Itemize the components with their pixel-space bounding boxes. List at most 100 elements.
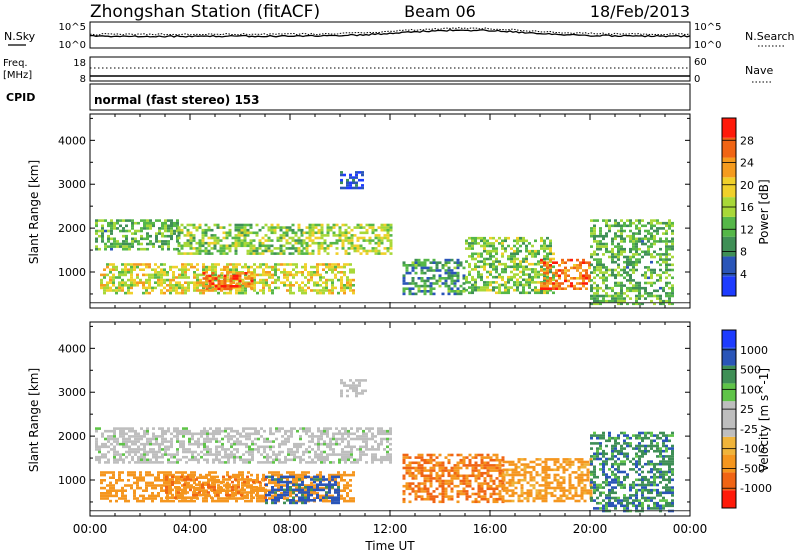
echo-cell (383, 247, 387, 250)
echo-cell (456, 495, 460, 498)
echo-cell (349, 263, 352, 266)
echo-cell (346, 481, 349, 485)
echo-cell (101, 240, 104, 243)
echo-cell (537, 270, 540, 274)
echo-cell (205, 481, 208, 485)
echo-cell (611, 273, 614, 277)
echo-cell (417, 258, 421, 262)
echo-cell (540, 258, 543, 262)
echo-cell (599, 294, 602, 298)
echo-cell (246, 486, 249, 489)
echo-cell (210, 241, 214, 245)
echo-cell (145, 263, 148, 266)
echo-cell (116, 442, 119, 446)
echo-cell (614, 245, 617, 248)
echo-cell (567, 269, 570, 272)
echo-cell (477, 255, 480, 258)
echo-cell (116, 242, 119, 246)
echo-cell (240, 244, 244, 248)
echo-cell (300, 234, 304, 237)
echo-cell (502, 486, 506, 490)
echo-cell (456, 466, 460, 470)
echo-cell (620, 237, 623, 241)
echo-cell (456, 474, 460, 478)
echo-cell (459, 482, 463, 485)
echo-cell (307, 281, 310, 284)
echo-cell (291, 236, 295, 240)
echo-cell (113, 221, 116, 225)
echo-cell (647, 292, 650, 295)
echo-cell (157, 281, 160, 284)
echo-cell (207, 228, 211, 232)
echo-cell (644, 266, 647, 269)
echo-cell (195, 496, 198, 499)
echo-cell (549, 268, 552, 271)
echo-cell (226, 291, 229, 295)
echo-cell (344, 239, 348, 242)
echo-cell (508, 481, 512, 485)
echo-cell (356, 461, 359, 464)
echo-cell (163, 481, 166, 485)
echo-cell (343, 289, 346, 292)
echo-cell (408, 290, 412, 293)
echo-cell (152, 442, 155, 446)
echo-cell (620, 253, 623, 256)
echo-cell (196, 476, 199, 479)
echo-cell (513, 268, 516, 271)
echo-cell (344, 453, 347, 456)
echo-cell (489, 492, 493, 496)
echo-cell (184, 268, 187, 271)
echo-cell (112, 265, 115, 269)
echo-cell (596, 299, 599, 303)
echo-cell (573, 266, 576, 270)
echo-cell (626, 255, 629, 259)
echo-cell (356, 435, 359, 438)
echo-cell (516, 262, 519, 266)
echo-cell (623, 276, 626, 280)
echo-cell (602, 234, 605, 238)
echo-cell (447, 484, 451, 488)
echo-cell (489, 273, 492, 276)
echo-cell (255, 486, 258, 489)
echo-cell (165, 475, 168, 479)
echo-cell (359, 247, 363, 250)
echo-cell (596, 242, 599, 246)
echo-cell (329, 448, 332, 451)
echo-cell (507, 281, 510, 284)
echo-cell (137, 455, 140, 459)
echo-cell (273, 252, 277, 255)
echo-cell (249, 231, 253, 235)
echo-cell (262, 273, 265, 277)
echo-cell (157, 476, 160, 479)
echo-cell (641, 255, 644, 259)
echo-cell (237, 241, 241, 245)
echo-cell (203, 432, 206, 436)
echo-cell (355, 171, 358, 174)
echo-cell (164, 224, 167, 228)
echo-cell (205, 265, 208, 269)
echo-cell (161, 242, 164, 246)
echo-cell (320, 458, 323, 462)
echo-cell (374, 458, 377, 462)
echo-cell (259, 494, 262, 498)
echo-cell (233, 442, 236, 446)
echo-cell (254, 448, 257, 451)
echo-cell (635, 299, 638, 303)
echo-cell (520, 473, 524, 477)
echo-cell (98, 234, 101, 238)
echo-cell (140, 247, 143, 251)
echo-cell (289, 289, 292, 292)
echo-cell (295, 493, 298, 497)
echo-cell (334, 496, 337, 499)
echo-cell (573, 284, 576, 288)
echo-cell (302, 241, 306, 245)
echo-cell (192, 496, 195, 499)
echo-cell (340, 476, 343, 479)
echo-cell (166, 494, 169, 498)
echo-cell (371, 453, 374, 456)
echo-cell (166, 284, 169, 287)
echo-cell (343, 186, 346, 190)
echo-cell (183, 234, 187, 237)
echo-cell (256, 473, 259, 477)
echo-cell (248, 437, 251, 441)
